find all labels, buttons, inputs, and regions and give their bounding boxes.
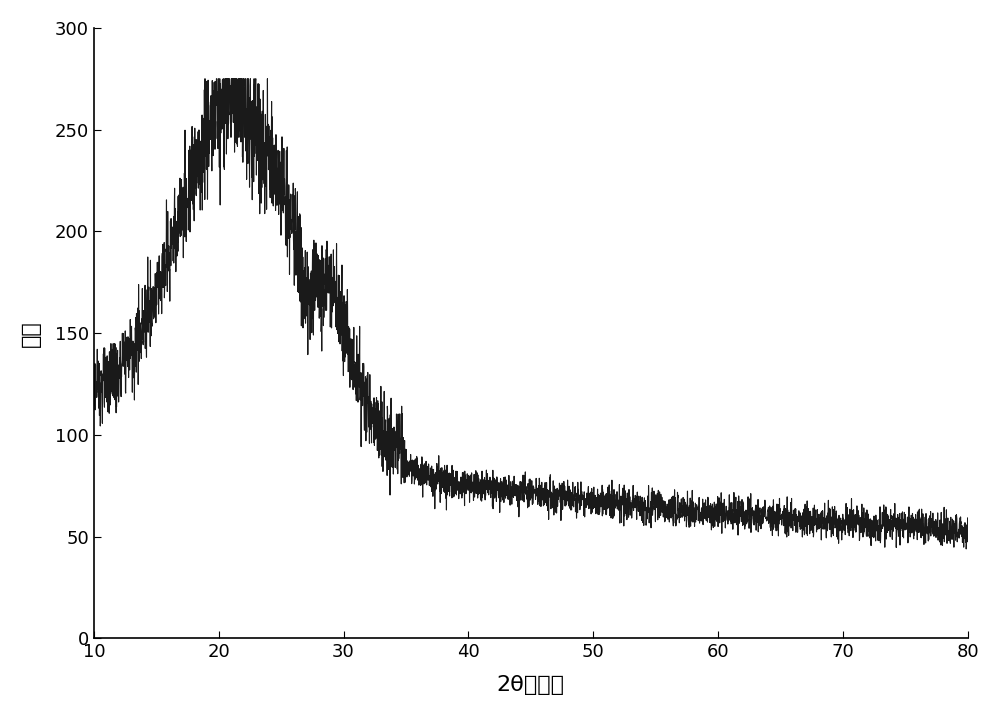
- X-axis label: 2θ（度）: 2θ（度）: [497, 675, 565, 695]
- Y-axis label: 强度: 强度: [21, 320, 41, 347]
